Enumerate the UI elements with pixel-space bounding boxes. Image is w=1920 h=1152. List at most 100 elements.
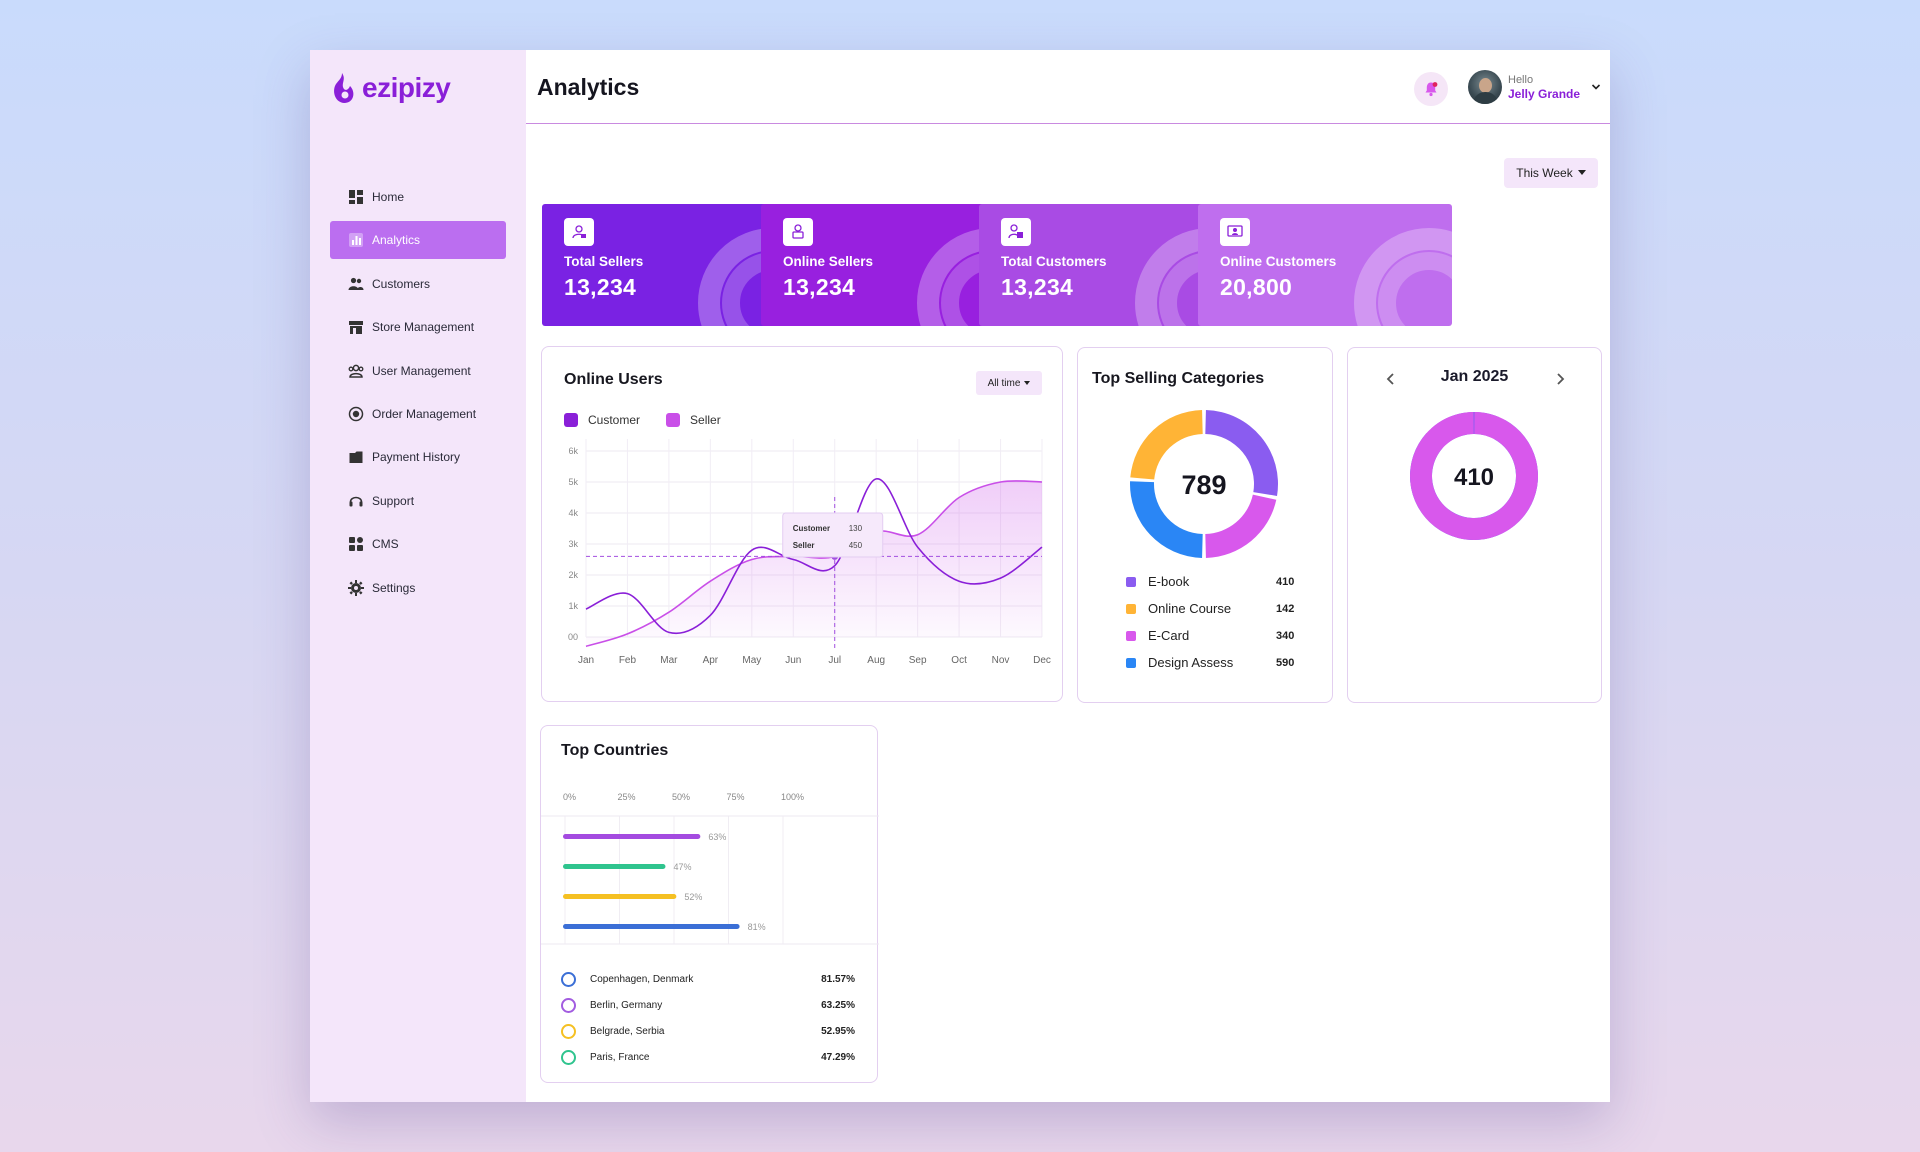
notification-button[interactable]: [1414, 72, 1448, 106]
legend-customer[interactable]: Customer: [564, 413, 640, 427]
app-window: ezipizy Home Analytics Customers Store Mana…: [310, 50, 1610, 1102]
stat-value: 13,234: [564, 274, 637, 300]
x-tick-label: Aug: [867, 655, 885, 666]
country-list: Copenhagen, Denmark 81.57% Berlin, Germany…: [561, 966, 855, 1070]
order-icon: [348, 406, 364, 422]
tooltip-customer-value: 130: [849, 524, 863, 533]
donut-segment: [1130, 410, 1203, 480]
x-tick-label: Dec: [1033, 655, 1051, 666]
sidebar-item-analytics[interactable]: Analytics: [330, 221, 506, 260]
category-value: 340: [1276, 629, 1295, 642]
top-selling-donut: 789: [1130, 410, 1278, 558]
greeting-text: Hello: [1508, 73, 1534, 86]
bar-value-label: 47%: [673, 862, 691, 872]
sidebar-item-label: Support: [372, 493, 415, 508]
chevron-right-icon[interactable]: [1553, 372, 1567, 386]
chart-legend: Customer Seller: [564, 413, 721, 427]
x-tick-label: 0%: [563, 792, 576, 802]
legend-customer-label: Customer: [588, 413, 641, 427]
country-ring-icon: [561, 1023, 576, 1039]
sidebar-item-store-management[interactable]: Store Management: [330, 308, 506, 346]
online-users-title: Online Users: [564, 371, 663, 388]
top-countries-title: Top Countries: [561, 742, 669, 759]
sidebar-item-label: Payment History: [372, 450, 461, 465]
top-selling-title: Top Selling Categories: [1092, 370, 1265, 387]
wallet-icon: [349, 451, 363, 464]
donut-segment: [1410, 412, 1538, 540]
country-percent: 47.29%: [821, 1051, 855, 1063]
chevron-left-icon[interactable]: [1384, 372, 1398, 386]
category-row[interactable]: Design Assess 590: [1126, 649, 1306, 676]
sidebar-item-settings[interactable]: Settings: [330, 569, 506, 607]
sidebar-item-label: User Management: [372, 363, 471, 378]
grid-icon: [349, 190, 363, 204]
sidebar-item-home[interactable]: Home: [330, 178, 506, 216]
country-row[interactable]: Belgrade, Serbia 52.95%: [561, 1018, 855, 1044]
online-users-chart: 00 1k 2k 3k 4k 5k 6k Jan Feb Mar Apr May Jun Jul Aug Se…: [568, 439, 1051, 666]
logo-icon: [334, 73, 354, 103]
sidebar-nav: Home Analytics Customers Store Management Us…: [330, 178, 506, 612]
decorative-arc: [1354, 228, 1452, 326]
x-tick-label: Jun: [785, 655, 801, 666]
stat-value: 13,234: [1001, 274, 1074, 300]
stat-label: Total Sellers: [564, 254, 644, 269]
tooltip-seller-value: 450: [849, 541, 863, 550]
tooltip-customer-label: Customer: [793, 524, 830, 533]
stat-card-total-sellers[interactable]: Total Sellers 13,234: [542, 204, 796, 326]
bell-icon: [1425, 82, 1438, 97]
stat-icon-box: [783, 218, 813, 246]
sidebar-item-label: Home: [372, 190, 405, 204]
category-value: 142: [1276, 602, 1295, 615]
user-menu[interactable]: Hello Jelly Grande: [1468, 70, 1602, 104]
country-name: Belgrade, Serbia: [590, 1025, 665, 1037]
legend-seller[interactable]: Seller: [666, 413, 721, 427]
country-name: Copenhagen, Denmark: [590, 973, 694, 985]
stat-card-total-customers[interactable]: Total Customers 13,234: [979, 204, 1233, 326]
country-row[interactable]: Berlin, Germany 63.25%: [561, 992, 855, 1018]
category-row[interactable]: E-book 410: [1126, 568, 1306, 595]
country-row[interactable]: Paris, France 47.29%: [561, 1044, 855, 1070]
country-ring-icon: [561, 971, 576, 987]
top-selling-panel: Top Selling Categories 789 E-book 410 Onli…: [1077, 347, 1333, 703]
x-tick-label: Mar: [660, 655, 678, 666]
main-content: Analytics Hello Jelly Grande: [526, 50, 1610, 1102]
logo-text: ezipizy: [362, 72, 451, 103]
countries-bar-chart: 0% 25% 50% 75% 100% 63% 47% 52% 81%: [541, 792, 879, 945]
sidebar-item-user-management[interactable]: User Management: [330, 352, 506, 390]
top-countries-panel: Top Countries 0% 25% 50% 75% 100% 63% 47% 52% 81…: [540, 725, 879, 1083]
category-row[interactable]: Online Course 142: [1126, 595, 1306, 622]
country-percent: 63.25%: [821, 999, 855, 1011]
sidebar-item-cms[interactable]: CMS: [330, 525, 506, 563]
chart-tooltip: Customer 130 Seller 450: [782, 512, 884, 558]
stat-value: 20,800: [1220, 274, 1293, 300]
user-name: Jelly Grande: [1508, 86, 1581, 101]
stat-card-online-customers[interactable]: Online Customers 20,800: [1198, 204, 1452, 326]
donut-segment: [1205, 494, 1277, 558]
country-percent: 52.95%: [821, 1025, 855, 1037]
sidebar-item-support[interactable]: Support: [330, 482, 506, 520]
category-swatch: [1126, 657, 1136, 668]
period-dropdown[interactable]: This Week: [1504, 158, 1598, 188]
stat-icon-box: [1001, 218, 1031, 246]
category-name: Online Course: [1148, 601, 1232, 616]
category-name: Design Assess: [1148, 655, 1234, 670]
store-icon: [349, 321, 363, 335]
headset-icon: [349, 496, 363, 507]
country-ring-icon: [561, 1049, 576, 1065]
country-row[interactable]: Copenhagen, Denmark 81.57%: [561, 966, 855, 992]
sidebar-item-label: Analytics: [372, 233, 421, 248]
sidebar-item-order-management[interactable]: Order Management: [330, 395, 506, 433]
logo[interactable]: ezipizy: [330, 70, 451, 106]
sidebar-item-customers[interactable]: Customers: [330, 265, 506, 303]
stat-card-online-sellers[interactable]: Online Sellers 13,234: [761, 204, 1015, 326]
y-tick-label: 6k: [568, 446, 578, 456]
y-tick-label: 5k: [568, 477, 578, 487]
x-tick-label: Sep: [909, 655, 927, 666]
category-row[interactable]: E-Card 340: [1126, 622, 1306, 649]
x-tick-label: Jan: [578, 655, 594, 666]
sidebar-item-payment-history[interactable]: Payment History: [330, 438, 506, 476]
monthly-donut: 410: [1410, 412, 1538, 540]
time-range-dropdown[interactable]: All time: [976, 371, 1042, 395]
bar-value-label: 81%: [748, 922, 766, 932]
users-icon: [348, 277, 364, 290]
